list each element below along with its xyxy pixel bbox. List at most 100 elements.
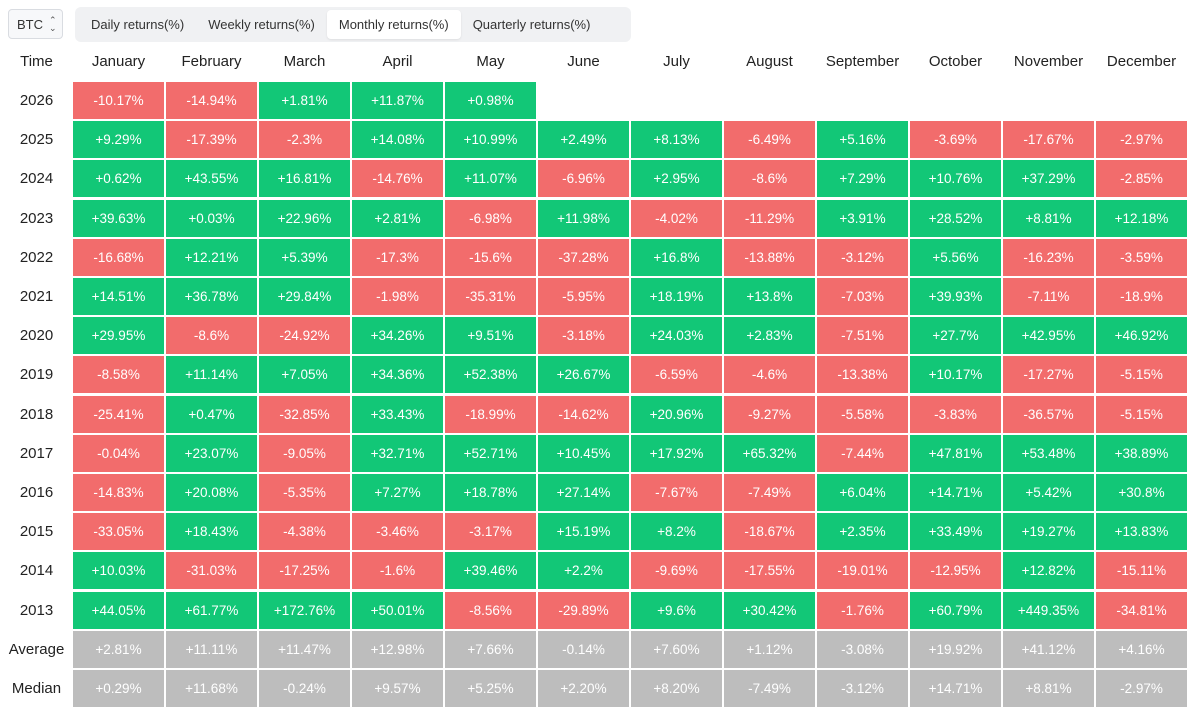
return-cell: +19.27% — [1003, 513, 1094, 551]
return-cell: +13.8% — [724, 278, 815, 315]
return-cell: +33.49% — [910, 513, 1001, 551]
return-cell: -3.46% — [352, 513, 443, 551]
return-cell: +18.43% — [166, 513, 257, 551]
return-cell: +2.49% — [538, 121, 629, 159]
row-year-label: 2025 — [19, 131, 54, 149]
return-cell: -9.27% — [724, 395, 815, 433]
return-cell: +36.78% — [166, 278, 257, 315]
return-cell: +34.26% — [352, 317, 443, 355]
return-cell: -17.55% — [724, 552, 815, 590]
return-cell: +27.7% — [910, 317, 1001, 355]
return-cell: +14.71% — [910, 474, 1001, 511]
summary-cell: +1.12% — [724, 630, 815, 668]
return-cell: -13.38% — [817, 356, 908, 394]
return-cell: +15.19% — [538, 513, 629, 551]
return-cell: +9.29% — [73, 121, 164, 159]
return-cell: -8.6% — [166, 317, 257, 355]
row-year-label: 2024 — [19, 170, 54, 188]
asset-select[interactable]: BTC ⌃ ⌄ — [8, 9, 63, 39]
return-cell: -15.11% — [1096, 552, 1187, 590]
return-cell: +2.2% — [538, 552, 629, 590]
row-year-label: 2019 — [19, 366, 54, 384]
summary-cell: +14.71% — [910, 670, 1001, 707]
return-cell: +10.45% — [538, 434, 629, 472]
summary-cell: +8.20% — [631, 670, 722, 707]
return-cell: +449.35% — [1003, 591, 1094, 629]
return-cell: +12.82% — [1003, 552, 1094, 590]
return-cell: +5.39% — [259, 238, 350, 276]
return-cell: -8.58% — [73, 356, 164, 394]
header-month: May — [476, 52, 505, 70]
return-cell: -8.56% — [445, 591, 536, 629]
summary-cell: +41.12% — [1003, 630, 1094, 668]
return-cell: +60.79% — [910, 591, 1001, 629]
return-cell: +50.01% — [352, 591, 443, 629]
return-cell: -3.17% — [445, 513, 536, 551]
return-cell: +46.92% — [1096, 317, 1187, 355]
return-cell: -31.03% — [166, 552, 257, 590]
return-cell: -3.59% — [1096, 238, 1187, 276]
return-cell: +10.17% — [910, 356, 1001, 394]
tab-weekly-returns[interactable]: Weekly returns(%) — [208, 17, 315, 32]
header-time: Time — [20, 52, 53, 70]
return-cell: +5.16% — [817, 121, 908, 159]
return-cell: -7.11% — [1003, 278, 1094, 315]
return-cell: +172.76% — [259, 591, 350, 629]
summary-row-label: Median — [11, 680, 62, 697]
tab-monthly-returns[interactable]: Monthly returns(%) — [326, 10, 461, 39]
return-cell: +29.84% — [259, 278, 350, 315]
summary-cell: +8.81% — [1003, 670, 1094, 707]
return-cell: +12.18% — [1096, 199, 1187, 237]
return-cell: +22.96% — [259, 199, 350, 237]
return-cell: +32.71% — [352, 434, 443, 472]
return-cell: +24.03% — [631, 317, 722, 355]
return-cell: -12.95% — [910, 552, 1001, 590]
return-cell: +2.95% — [631, 160, 722, 198]
return-cell: -6.49% — [724, 121, 815, 159]
return-cell: +39.46% — [445, 552, 536, 590]
return-cell: +52.71% — [445, 434, 536, 472]
return-cell: +9.6% — [631, 591, 722, 629]
return-cell: +26.67% — [538, 356, 629, 394]
return-cell: -36.57% — [1003, 395, 1094, 433]
chevron-up-down-icon: ⌃ ⌄ — [49, 15, 57, 33]
return-cell: +2.83% — [724, 317, 815, 355]
return-cell: -0.04% — [73, 434, 164, 472]
return-cell: -2.97% — [1096, 121, 1187, 159]
return-cell: -15.6% — [445, 238, 536, 276]
return-cell: +65.32% — [724, 434, 815, 472]
tab-quarterly-returns[interactable]: Quarterly returns(%) — [472, 17, 591, 32]
header-month: July — [663, 52, 690, 70]
return-cell: -5.15% — [1096, 395, 1187, 433]
summary-cell: -3.12% — [817, 670, 908, 707]
return-cell: -18.67% — [724, 513, 815, 551]
summary-cell: +4.16% — [1096, 630, 1187, 668]
return-cell: +20.08% — [166, 474, 257, 511]
return-cell: -18.9% — [1096, 278, 1187, 315]
return-cell: -17.67% — [1003, 121, 1094, 159]
summary-cell: +19.92% — [910, 630, 1001, 668]
return-cell: +13.83% — [1096, 513, 1187, 551]
return-cell: -5.95% — [538, 278, 629, 315]
return-cell: -7.44% — [817, 434, 908, 472]
summary-cell: +7.60% — [631, 630, 722, 668]
return-cell: -1.6% — [352, 552, 443, 590]
return-cell: +30.8% — [1096, 474, 1187, 511]
returns-tabs: Daily returns(%) Weekly returns(%) Month… — [75, 7, 631, 42]
row-year-label: 2018 — [19, 405, 54, 423]
return-cell: +17.92% — [631, 434, 722, 472]
return-cell: +0.03% — [166, 199, 257, 237]
return-cell: -9.69% — [631, 552, 722, 590]
return-cell: -2.3% — [259, 121, 350, 159]
return-cell: +39.63% — [73, 199, 164, 237]
tab-daily-returns[interactable]: Daily returns(%) — [91, 17, 185, 32]
summary-cell: -0.14% — [538, 630, 629, 668]
return-cell: +8.13% — [631, 121, 722, 159]
return-cell: +30.42% — [724, 591, 815, 629]
summary-cell: +9.57% — [352, 670, 443, 707]
return-cell: +1.81% — [259, 82, 350, 119]
return-cell: -14.76% — [352, 160, 443, 198]
summary-cell: -2.97% — [1096, 670, 1187, 707]
return-cell: +61.77% — [166, 591, 257, 629]
return-cell: +29.95% — [73, 317, 164, 355]
